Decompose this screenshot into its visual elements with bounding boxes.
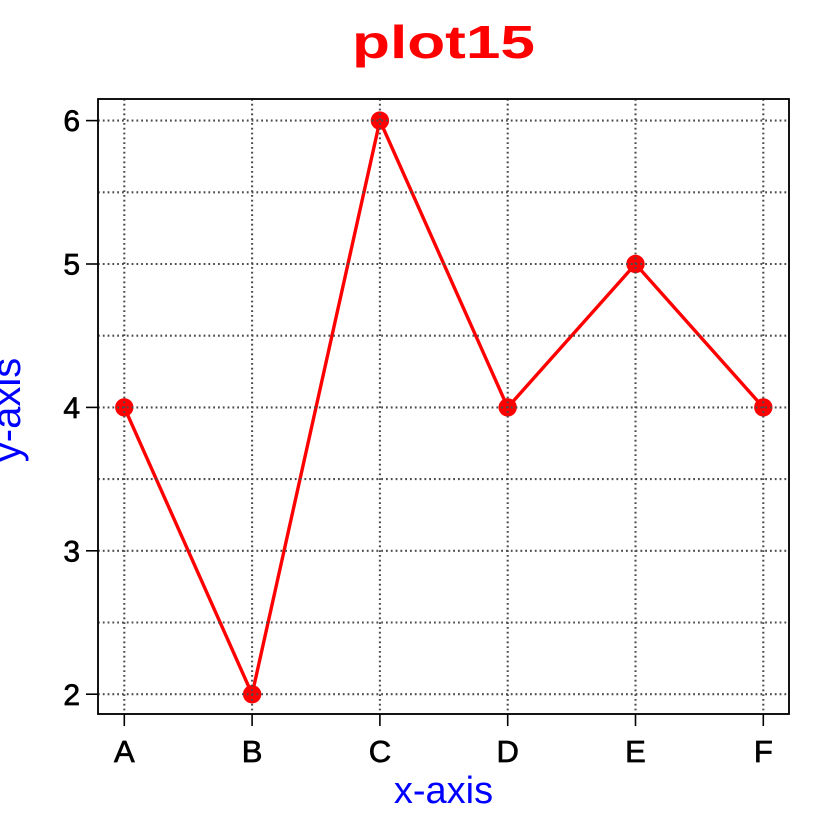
svg-text:6: 6 — [63, 105, 80, 138]
svg-text:y-axis: y-axis — [0, 358, 29, 462]
svg-text:A: A — [114, 734, 135, 769]
svg-text:C: C — [369, 734, 391, 769]
svg-text:3: 3 — [63, 536, 80, 569]
svg-text:2: 2 — [63, 679, 80, 712]
svg-text:5: 5 — [63, 249, 80, 282]
svg-text:F: F — [754, 734, 773, 769]
svg-text:B: B — [242, 734, 263, 769]
svg-text:x-axis: x-axis — [394, 770, 493, 812]
svg-text:4: 4 — [63, 392, 80, 425]
svg-text:plot15: plot15 — [352, 16, 535, 68]
svg-text:D: D — [497, 734, 519, 769]
svg-text:E: E — [625, 734, 646, 769]
